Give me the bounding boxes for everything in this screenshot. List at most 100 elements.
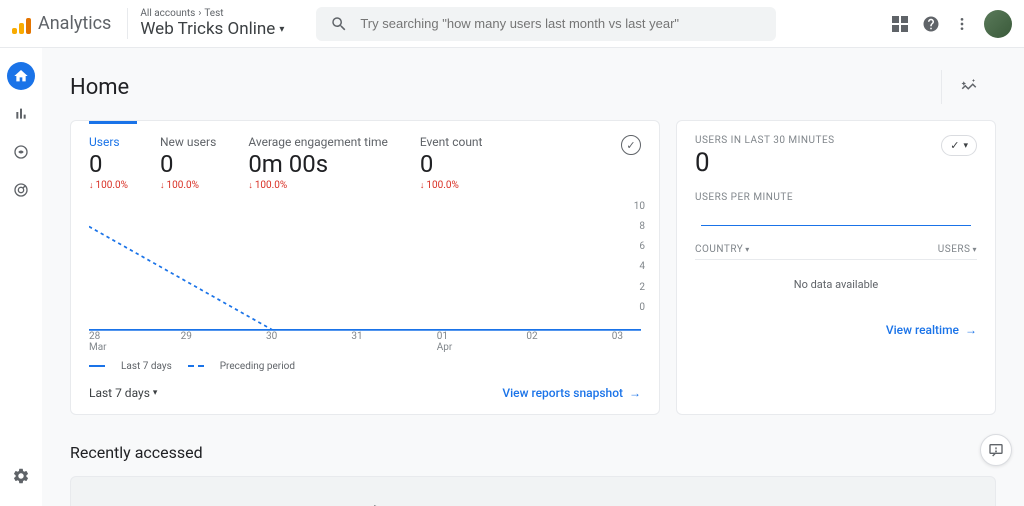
x-tick: 28	[89, 331, 107, 342]
link-label: View reports snapshot	[502, 386, 623, 400]
more-vert-icon[interactable]	[954, 15, 970, 33]
check-dropdown[interactable]: ✓ ▾	[941, 135, 977, 156]
x-tick-month: Apr	[437, 342, 453, 353]
overview-card: Users 0 100.0% New users 0 100.0% Averag…	[70, 120, 660, 415]
x-tick: 02	[526, 331, 537, 342]
nav-reports[interactable]	[7, 100, 35, 128]
help-icon[interactable]	[922, 15, 940, 33]
nav-explore[interactable]	[7, 138, 35, 166]
avatar[interactable]	[984, 10, 1012, 38]
legend-label: Preceding period	[220, 361, 295, 372]
analytics-logo-icon	[12, 14, 32, 34]
metric-value: 0	[89, 150, 128, 179]
col-label: COUNTRY	[695, 244, 743, 255]
legend-line-solid	[89, 365, 105, 367]
search-input[interactable]	[360, 16, 762, 31]
metric-label: New users	[160, 135, 216, 149]
realtime-title: USERS IN LAST 30 MINUTES	[695, 135, 835, 146]
recent-empty-box: Reports and pages you recently visited w…	[70, 476, 996, 506]
caret-down-icon: ▾	[745, 245, 750, 254]
metric-value: 0m 00s	[248, 150, 388, 179]
metric-value: 0	[160, 150, 216, 179]
check-icon: ✓	[950, 139, 959, 152]
breadcrumb: All accounts › Test	[140, 8, 284, 19]
feedback-icon	[988, 442, 1004, 458]
metric-label: Users	[89, 135, 128, 149]
arrow-right-icon: →	[629, 386, 641, 400]
x-tick: 31	[351, 331, 362, 342]
check-circle-icon[interactable]: ✓	[621, 135, 641, 155]
breadcrumb-project: Test	[204, 8, 223, 19]
search-bar[interactable]	[316, 7, 776, 41]
realtime-card: USERS IN LAST 30 MINUTES 0 ✓ ▾ USERS PER…	[676, 120, 996, 415]
logo[interactable]: Analytics	[12, 13, 111, 34]
property-name: Web Tricks Online	[140, 19, 275, 39]
apps-icon[interactable]	[892, 16, 908, 32]
legend-line-dashed	[188, 365, 204, 367]
account-selector[interactable]: All accounts › Test Web Tricks Online ▾	[127, 8, 296, 39]
y-tick: 8	[634, 221, 645, 232]
x-tick-month: Mar	[89, 342, 107, 353]
y-tick: 0	[634, 302, 645, 313]
metric-users[interactable]: Users 0 100.0%	[89, 135, 128, 191]
sidebar	[0, 48, 42, 506]
metric-delta: 100.0%	[160, 180, 216, 191]
line-chart: 10 8 6 4 2 0	[89, 201, 641, 331]
nav-advertising[interactable]	[7, 176, 35, 204]
metric-events[interactable]: Event count 0 100.0%	[420, 135, 483, 191]
search-icon	[330, 15, 348, 33]
link-label: View realtime	[886, 323, 959, 337]
country-column[interactable]: COUNTRY ▾	[695, 244, 750, 255]
metric-label: Event count	[420, 135, 483, 149]
nav-admin[interactable]	[7, 462, 35, 490]
chart-legend: Last 7 days Preceding period	[89, 361, 641, 372]
metric-engagement[interactable]: Average engagement time 0m 00s 100.0%	[248, 135, 388, 191]
metric-delta: 100.0%	[248, 180, 388, 191]
realtime-value: 0	[695, 148, 835, 178]
product-name: Analytics	[38, 13, 111, 34]
x-tick: 30	[266, 331, 277, 342]
section-title: Recently accessed	[70, 443, 996, 462]
y-tick: 10	[634, 201, 645, 212]
view-reports-link[interactable]: View reports snapshot →	[502, 386, 641, 400]
metric-delta: 100.0%	[89, 180, 128, 191]
users-column[interactable]: USERS ▾	[938, 244, 977, 255]
feedback-button[interactable]	[980, 434, 1012, 466]
metric-label: Average engagement time	[248, 135, 388, 149]
breadcrumb-accounts: All accounts	[140, 8, 195, 19]
x-tick: 03	[612, 331, 623, 342]
x-axis: 28Mar 29 30 31 01Apr 02 03	[89, 331, 641, 353]
insights-icon	[960, 76, 978, 94]
date-range-label: Last 7 days	[89, 386, 150, 400]
header-actions	[892, 10, 1012, 38]
x-tick: 29	[181, 331, 192, 342]
page-title: Home	[70, 75, 129, 100]
metric-delta: 100.0%	[420, 180, 483, 191]
minute-bar-chart	[701, 225, 971, 226]
active-tab-indicator	[89, 121, 137, 124]
metric-new-users[interactable]: New users 0 100.0%	[160, 135, 216, 191]
users-per-minute-label: USERS PER MINUTE	[695, 192, 977, 203]
chevron-right-icon: ›	[198, 8, 201, 19]
caret-down-icon: ▾	[972, 245, 977, 254]
no-data-message: No data available	[695, 260, 977, 309]
arrow-right-icon: →	[965, 323, 977, 337]
y-axis: 10 8 6 4 2 0	[634, 201, 645, 313]
date-range-dropdown[interactable]: Last 7 days ▾	[89, 386, 157, 400]
main-content: Home Users 0 100.0%	[42, 48, 1024, 506]
col-label: USERS	[938, 244, 971, 255]
caret-down-icon: ▾	[279, 24, 284, 35]
view-realtime-link[interactable]: View realtime →	[886, 323, 977, 337]
y-tick: 6	[634, 241, 645, 252]
x-tick: 01	[437, 331, 453, 342]
y-tick: 4	[634, 261, 645, 272]
caret-down-icon: ▾	[153, 388, 158, 398]
app-header: Analytics All accounts › Test Web Tricks…	[0, 0, 1024, 48]
nav-home[interactable]	[7, 62, 35, 90]
metrics-row: Users 0 100.0% New users 0 100.0% Averag…	[89, 135, 641, 191]
metric-value: 0	[420, 150, 483, 179]
insights-button[interactable]	[941, 70, 996, 104]
y-tick: 2	[634, 282, 645, 293]
caret-down-icon: ▾	[963, 141, 968, 151]
legend-label: Last 7 days	[121, 361, 172, 372]
